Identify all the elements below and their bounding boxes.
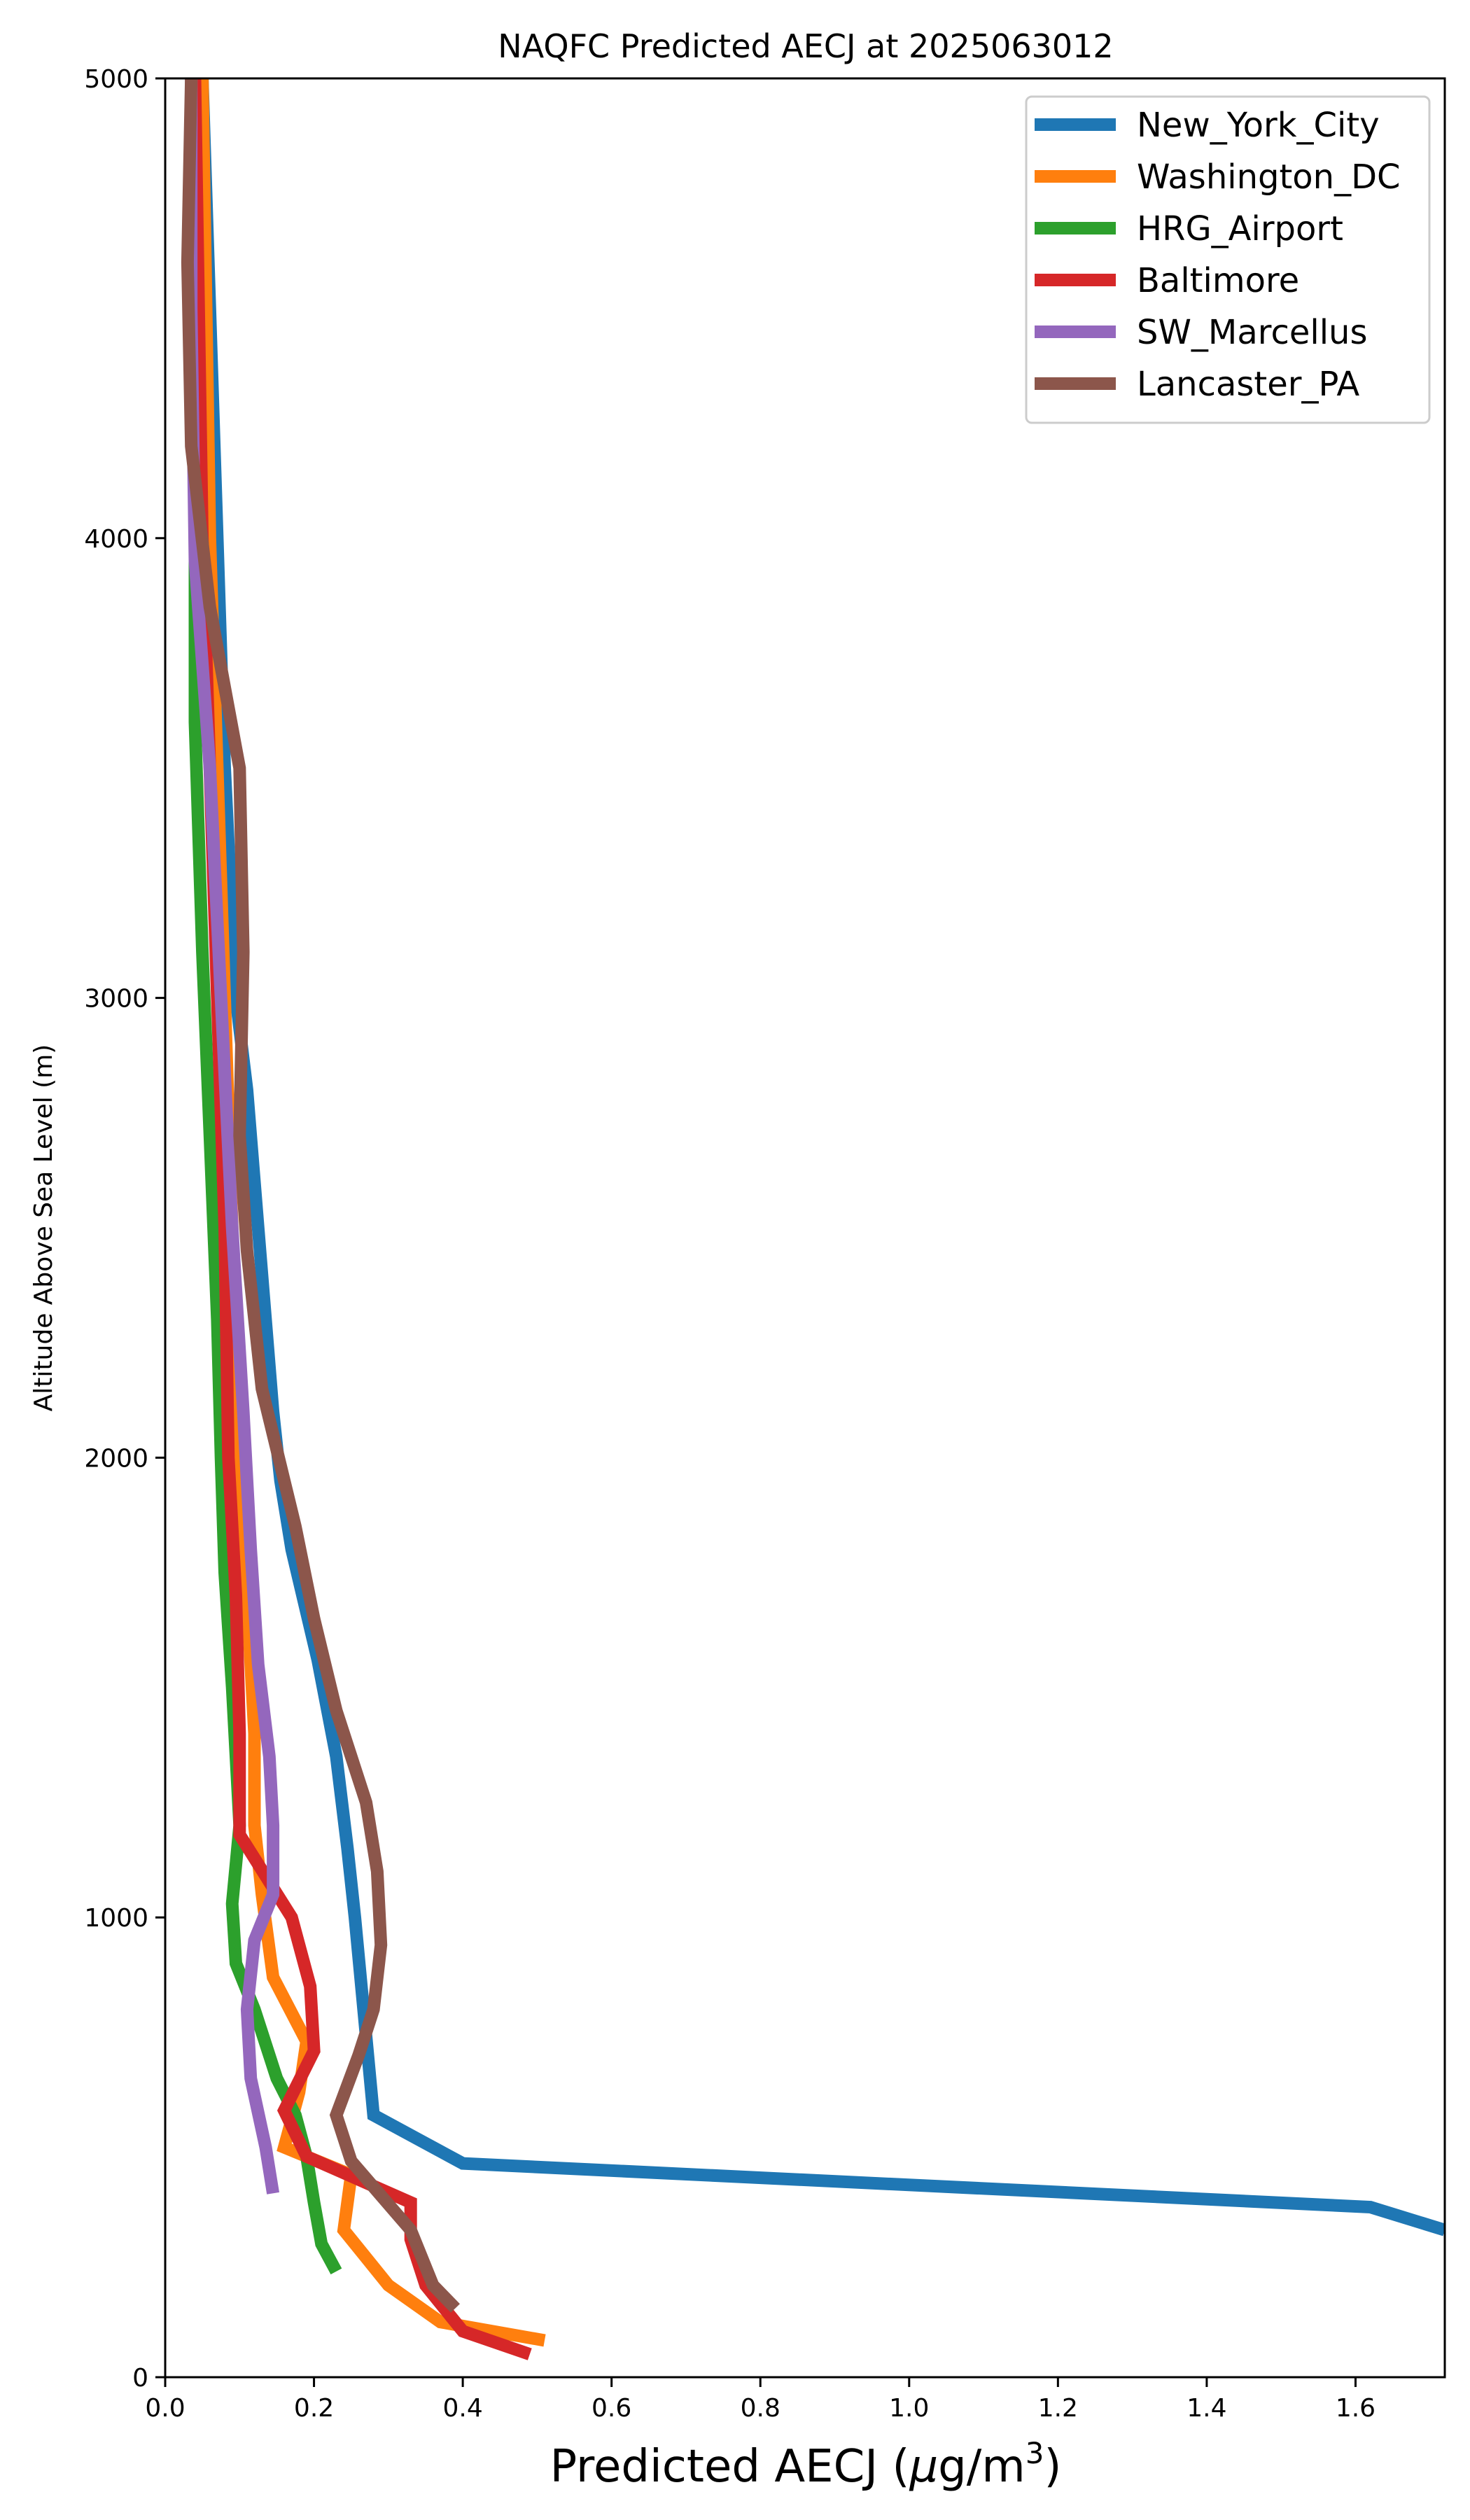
legend-entry-label: Baltimore bbox=[1137, 261, 1299, 300]
legend-entry-label: Lancaster_PA bbox=[1137, 365, 1359, 404]
x-axis-label-superscript: 3 bbox=[1026, 2436, 1044, 2470]
legend-entry-label: New_York_City bbox=[1137, 106, 1380, 145]
y-tick-label: 5000 bbox=[84, 65, 148, 94]
series-line-lancaster-pa bbox=[181, 78, 460, 2313]
x-axis-label-prefix: Predicted AECJ ( bbox=[550, 2441, 910, 2493]
y-tick-label: 1000 bbox=[84, 1904, 148, 1933]
x-axis-label: Predicted AECJ (μg/m3) bbox=[550, 2436, 1062, 2493]
plot-frame bbox=[164, 77, 1446, 2379]
x-tick-label: 1.2 bbox=[1038, 2394, 1078, 2423]
legend-entry-label: HRG_Airport bbox=[1137, 209, 1343, 248]
legend: New_York_City Washington_DC HRG_Airport Bal… bbox=[1025, 95, 1431, 424]
x-tick-label: 0.6 bbox=[592, 2394, 631, 2423]
x-tick-label: 0.8 bbox=[741, 2394, 780, 2423]
chart-title: NAQFC Predicted AECJ at 2025063012 bbox=[498, 27, 1113, 65]
x-tick-label: 0.2 bbox=[294, 2394, 334, 2423]
legend-box bbox=[1025, 95, 1431, 424]
y-tick-label: 0 bbox=[132, 2364, 148, 2393]
y-tick-label: 3000 bbox=[84, 985, 148, 1014]
x-axis-label-unit: g/m bbox=[938, 2441, 1026, 2493]
x-axis-label-suffix: ) bbox=[1044, 2441, 1061, 2493]
y-tick-label: 2000 bbox=[84, 1444, 148, 1473]
legend-entry-label: Washington_DC bbox=[1137, 158, 1401, 197]
x-axis-label-mu: μ bbox=[909, 2441, 938, 2493]
x-tick-label: 0.0 bbox=[145, 2394, 185, 2423]
x-tick-label: 1.0 bbox=[889, 2394, 929, 2423]
x-tick-label: 0.4 bbox=[442, 2394, 482, 2423]
plot-area bbox=[164, 77, 1446, 2379]
x-tick-label: 1.4 bbox=[1186, 2394, 1226, 2423]
series-line-new-york-city bbox=[196, 78, 1445, 2236]
y-axis-label: Altitude Above Sea Level (m) bbox=[29, 1044, 58, 1412]
y-axis: 0 1000 2000 3000 4000 5000 bbox=[84, 65, 165, 2393]
y-tick-label: 4000 bbox=[84, 525, 148, 554]
legend-entry-label: SW_Marcellus bbox=[1137, 313, 1367, 352]
series-line-sw-marcellus bbox=[185, 78, 280, 2194]
x-axis: 0.0 0.2 0.4 0.6 0.8 1.0 1.2 1.4 1.6 bbox=[145, 2377, 1376, 2423]
x-tick-label: 1.6 bbox=[1336, 2394, 1376, 2423]
series-layer bbox=[181, 78, 1445, 2360]
